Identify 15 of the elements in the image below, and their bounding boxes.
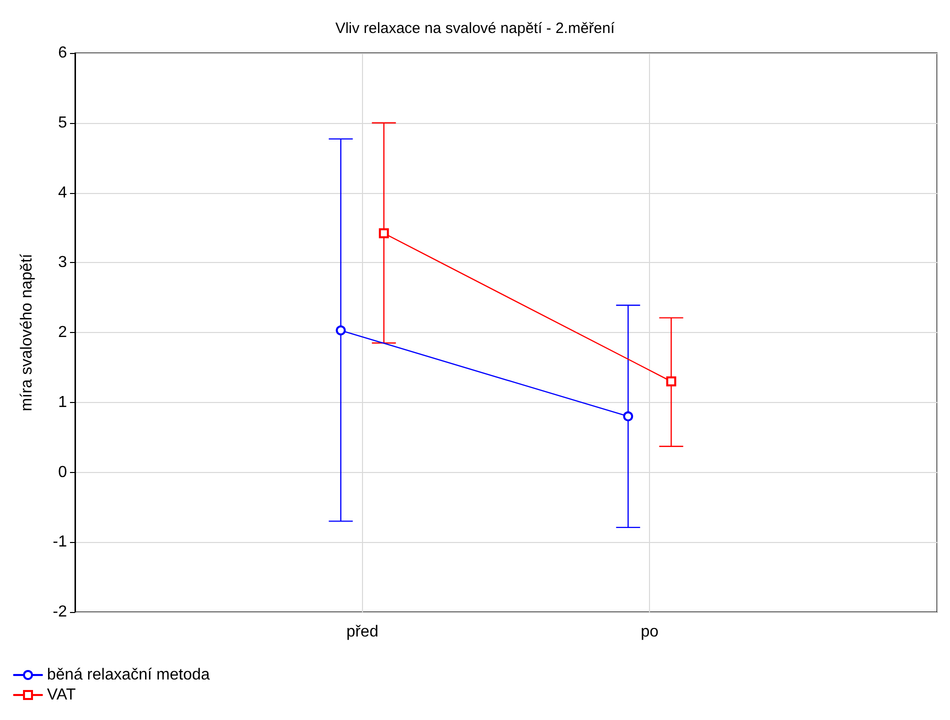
y-tick-label: 5 — [58, 114, 68, 132]
y-tick-label: 1 — [58, 394, 68, 411]
legend-label: VAT — [47, 686, 76, 704]
y-tick-label: -1 — [52, 534, 68, 551]
legend-label: běná relaxační metoda — [47, 666, 210, 684]
chart-title: Vliv relaxace na svalové napětí - 2.měření — [335, 20, 616, 37]
y-tick-label: 2 — [58, 324, 68, 341]
x-tick-label: před — [346, 624, 378, 640]
y-axis-title: míra svalového napětí — [18, 253, 36, 412]
y-tick-label: 0 — [58, 464, 68, 481]
y-tick-label: 4 — [58, 184, 68, 202]
y-tick-label: 6 — [58, 44, 68, 62]
x-tick-label: po — [640, 624, 659, 640]
y-tick-label: -2 — [52, 604, 68, 620]
y-tick-label: 3 — [58, 254, 68, 272]
